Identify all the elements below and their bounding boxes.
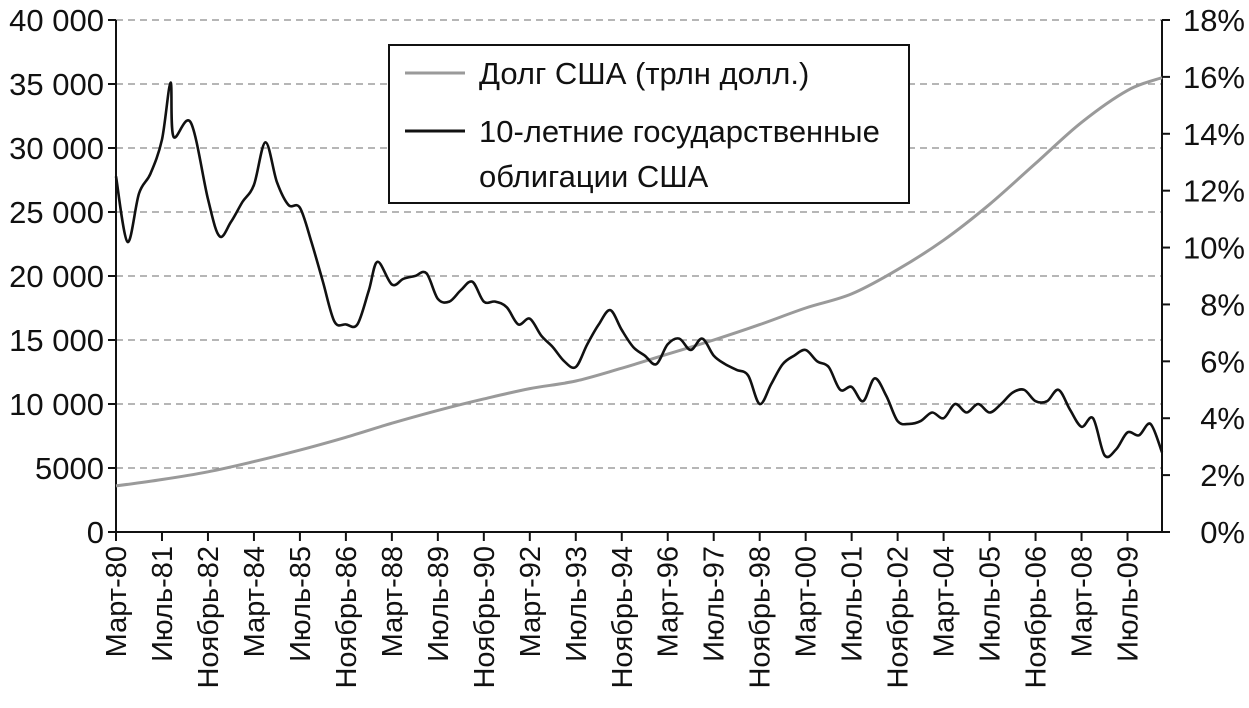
debt-series-line (115, 76, 1163, 488)
left-tick-label: 20 000 (9, 259, 104, 294)
left-tick-label: 25 000 (9, 195, 104, 230)
right-tick-label: 0% (1200, 515, 1245, 550)
x-tick-label: Ноябрь-06 (1021, 546, 1053, 689)
right-tick-label: 4% (1200, 401, 1245, 436)
x-tick-label: Март-08 (1067, 546, 1099, 657)
right-tick-label: 14% (1183, 117, 1245, 152)
left-tick-label: 15 000 (9, 323, 104, 358)
x-tick-label: Март-80 (101, 546, 133, 657)
right-tick-label: 6% (1200, 344, 1245, 379)
legend-label-debt: Долг США (трлн долл.) (479, 56, 809, 91)
right-tick-label: 16% (1183, 60, 1245, 95)
x-tick-label: Ноябрь-90 (469, 546, 501, 689)
x-tick-label: Июль-01 (837, 546, 869, 662)
x-tick-label: Ноябрь-94 (607, 546, 639, 689)
left-tick-label: 35 000 (9, 67, 104, 102)
x-tick-label: Июль-97 (699, 546, 731, 662)
legend-label-bonds-line2: облигации США (479, 159, 709, 194)
x-tick-label: Июль-85 (285, 546, 317, 662)
x-tick-label: Июль-09 (1113, 546, 1145, 662)
right-tick-label: 12% (1183, 174, 1245, 209)
right-tick-label: 2% (1200, 458, 1245, 493)
right-tick-label: 8% (1200, 287, 1245, 322)
left-tick-label: 30 000 (9, 131, 104, 166)
left-tick-label: 0 (87, 515, 104, 550)
left-axis-ticks: 0 5000 10 000 15 000 20 000 25 000 30 000 35 00… (9, 3, 116, 550)
x-tick-label: Март-92 (515, 546, 547, 657)
x-tick-label: Июль-89 (423, 546, 455, 662)
bond-yield-series-line (114, 81, 1164, 459)
right-tick-label: 10% (1183, 231, 1245, 266)
x-tick-label: Март-96 (653, 546, 685, 657)
x-tick-label: Ноябрь-02 (883, 546, 915, 689)
series-lines (114, 76, 1164, 488)
x-tick-label: Июль-93 (561, 546, 593, 662)
x-tick-label: Март-88 (377, 546, 409, 657)
right-axis-ticks: 0% 2% 4% 6% 8% 10% 12% 14% 16% 18% (1162, 3, 1245, 550)
x-tick-label: Июль-81 (147, 546, 179, 662)
x-tick-label: Март-00 (791, 546, 823, 657)
left-tick-label: 40 000 (9, 3, 104, 38)
legend: Долг США (трлн долл.) 10-летние государс… (388, 44, 910, 204)
left-tick-label: 5000 (35, 451, 104, 486)
x-tick-label: Ноябрь-86 (331, 546, 363, 689)
x-tick-label: Ноябрь-82 (193, 546, 225, 689)
legend-label-bonds-line1: 10-летние государственные (479, 114, 880, 149)
x-tick-label: Март-84 (239, 546, 271, 657)
x-tick-label: Ноябрь-98 (745, 546, 777, 689)
right-tick-label: 18% (1183, 3, 1245, 38)
legend-box (388, 44, 910, 204)
left-tick-label: 10 000 (9, 387, 104, 422)
x-tick-label: Июль-05 (975, 546, 1007, 662)
x-tick-label: Март-04 (929, 546, 961, 657)
x-axis-ticks: Март-80 Июль-81 Ноябрь-82 Март-84 Июль-85 Ноя… (101, 532, 1145, 689)
